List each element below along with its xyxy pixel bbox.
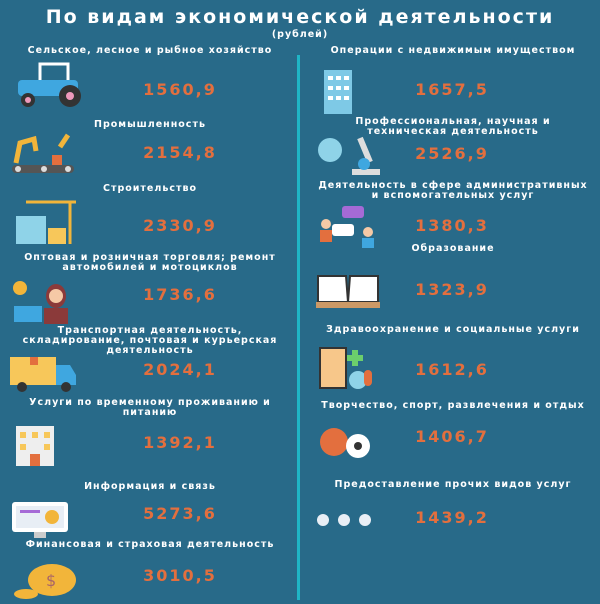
right-item-label: Профессиональная, научная и техническая …	[355, 116, 551, 137]
page-title: По видам экономической деятельности	[45, 6, 555, 28]
right-item-value: 1380,3	[415, 216, 489, 235]
right-item-label: Операции с недвижимым имуществом	[330, 45, 576, 56]
robot-arm-icon	[8, 133, 78, 183]
balls-icon	[318, 422, 374, 466]
tractor-icon	[12, 62, 92, 112]
left-item-label: Строительство	[102, 183, 198, 194]
right-item-value: 1406,7	[415, 427, 489, 446]
left-item-label: Оптовая и розничная торговля; ремонт авт…	[24, 252, 276, 273]
page-subtitle: (рублей)	[271, 29, 329, 40]
left-item-value: 5273,6	[143, 504, 217, 523]
svg-text:$: $	[46, 571, 56, 590]
cashier-icon	[12, 280, 72, 330]
money-icon: $	[12, 560, 82, 604]
monitor-icon	[10, 500, 70, 544]
building-icon	[320, 66, 356, 120]
hospital-icon	[318, 346, 374, 394]
left-item-value: 1736,6	[143, 285, 217, 304]
left-item-value: 2024,1	[143, 360, 217, 379]
microscope-icon	[316, 132, 386, 182]
left-item-value: 2154,8	[143, 143, 217, 162]
left-item-value: 1560,9	[143, 80, 217, 99]
left-item-label: Промышленность	[94, 119, 206, 130]
truck-icon	[8, 355, 78, 399]
right-item-value: 1323,9	[415, 280, 489, 299]
column-divider	[297, 55, 300, 600]
left-item-label: Услуги по временному проживанию и питани…	[29, 397, 271, 418]
right-item-value: 1439,2	[415, 508, 489, 527]
right-item-label: Творчество, спорт, развлечения и отдых	[321, 400, 585, 411]
right-item-label: Деятельность в сфере административных и …	[318, 180, 588, 201]
left-item-label: Информация и связь	[84, 481, 216, 492]
crane-icon	[12, 198, 82, 248]
right-item-value: 1657,5	[415, 80, 489, 99]
book-icon	[316, 272, 380, 314]
left-item-label: Транспортная деятельность, складирование…	[22, 325, 278, 356]
dots-icon	[316, 512, 376, 531]
hotel-icon	[12, 418, 58, 470]
right-item-label: Здравоохранение и социальные услуги	[326, 324, 580, 335]
right-item-label: Предоставление прочих видов услуг	[334, 479, 572, 490]
left-item-label: Сельское, лесное и рыбное хозяйство	[27, 45, 273, 56]
right-item-value: 1612,6	[415, 360, 489, 379]
left-item-value: 1392,1	[143, 433, 217, 452]
left-item-label: Финансовая и страховая деятельность	[25, 539, 275, 550]
right-item-label: Образование	[411, 243, 495, 254]
left-item-value: 2330,9	[143, 216, 217, 235]
right-item-value: 2526,9	[415, 144, 489, 163]
left-item-value: 3010,5	[143, 566, 217, 585]
chat-people-icon	[318, 204, 378, 252]
